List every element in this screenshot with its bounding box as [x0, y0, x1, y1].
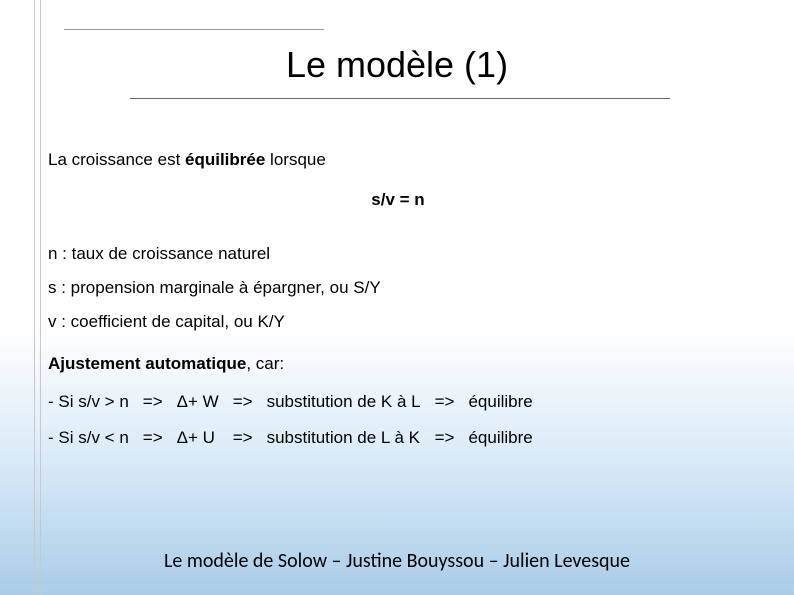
adjust-bold: Ajustement automatique	[48, 354, 246, 373]
arrow: =>	[233, 428, 267, 464]
intro-post: lorsque	[265, 150, 325, 169]
arrow: =>	[233, 392, 267, 428]
slide-title: Le modèle (1)	[0, 44, 794, 86]
intro-pre: La croissance est	[48, 150, 185, 169]
slide-footer: Le modèle de Solow – Justine Bouyssou – …	[0, 549, 794, 573]
table-row: - Si s/v > n => Δ+ W => substitution de …	[48, 392, 547, 428]
arrow: =>	[143, 428, 177, 464]
intro-bold: équilibrée	[185, 150, 265, 169]
intro-line: La croissance est équilibrée lorsque	[48, 150, 748, 170]
cond: - Si s/v < n	[48, 428, 143, 464]
vertical-rule-1	[34, 0, 35, 595]
substitution: substitution de K à L	[267, 392, 435, 428]
def-n: n : taux de croissance naturel	[48, 244, 748, 264]
adjustment-heading: Ajustement automatique, car:	[48, 354, 748, 374]
equilibre: équilibre	[468, 392, 546, 428]
arrow: =>	[435, 392, 469, 428]
delta: Δ+ U	[177, 428, 233, 464]
arrow: =>	[143, 392, 177, 428]
vertical-rule-2	[40, 0, 41, 595]
title-underline	[130, 98, 670, 99]
slide-content: La croissance est équilibrée lorsque s/v…	[48, 150, 748, 464]
arrow: =>	[435, 428, 469, 464]
formula: s/v = n	[48, 190, 748, 210]
substitution: substitution de L à K	[267, 428, 435, 464]
table-row: - Si s/v < n => Δ+ U => substitution de …	[48, 428, 547, 464]
equilibre: équilibre	[468, 428, 546, 464]
cond: - Si s/v > n	[48, 392, 143, 428]
adjust-post: , car:	[246, 354, 284, 373]
definitions: n : taux de croissance naturel s : prope…	[48, 244, 748, 332]
top-decorative-rule	[64, 29, 324, 30]
adjustment-table: - Si s/v > n => Δ+ W => substitution de …	[48, 392, 547, 464]
def-s: s : propension marginale à épargner, ou …	[48, 278, 748, 298]
def-v: v : coefficient de capital, ou K/Y	[48, 312, 748, 332]
delta: Δ+ W	[177, 392, 233, 428]
